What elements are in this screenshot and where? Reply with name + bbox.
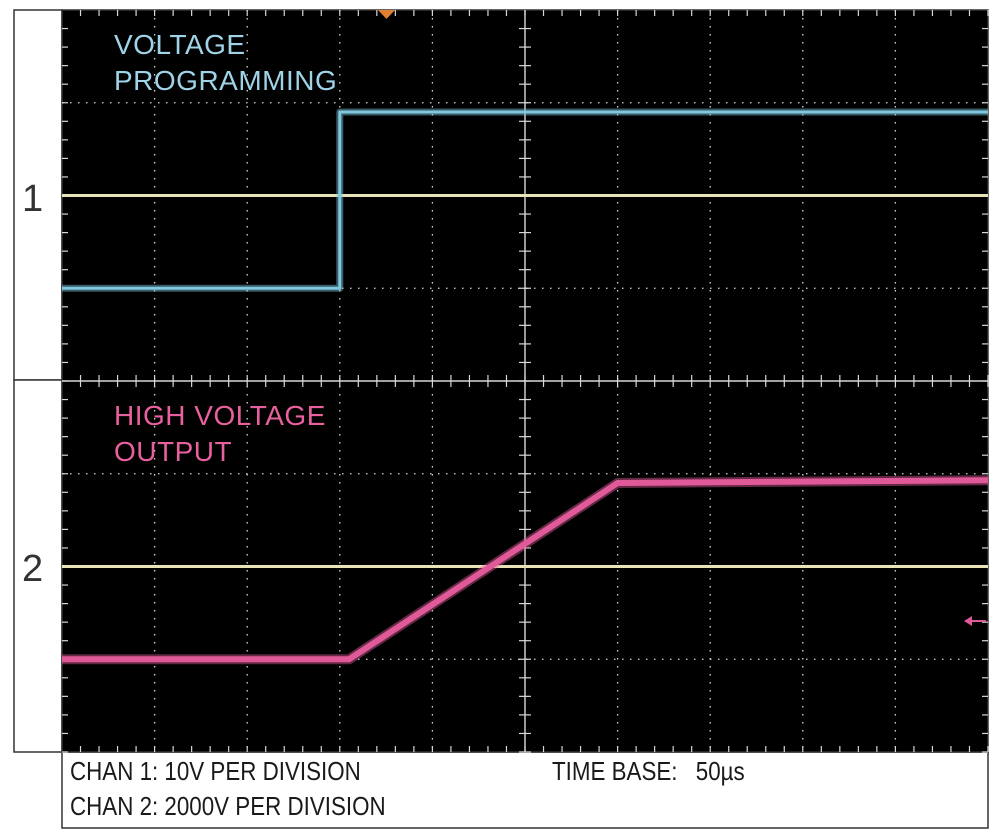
timebase-label: TIME BASE:: [552, 756, 678, 786]
chan1-scale-text: CHAN 1: 10V PER DIVISION: [70, 756, 361, 786]
channel-1-trace: [62, 110, 988, 290]
channel-2-title: HIGH VOLTAGE OUTPUT: [114, 398, 326, 470]
channel-2-trace: [62, 477, 989, 663]
chan2-scale-text: CHAN 2: 2000V PER DIVISION: [70, 791, 386, 821]
channel-2-title-line1: HIGH VOLTAGE: [114, 400, 326, 431]
channel-1-title-line2: PROGRAMMING: [114, 65, 338, 96]
channel-2-title-line2: OUTPUT: [114, 436, 233, 467]
trigger-marker-icon: [378, 10, 395, 19]
timebase-value: 50µs: [695, 756, 745, 786]
channel-1-title: VOLTAGE PROGRAMMING: [114, 27, 337, 99]
timebase-text: TIME BASE: 50µs: [552, 756, 745, 787]
channel-1-index: 1: [22, 178, 44, 220]
channel-2-index: 2: [22, 548, 44, 590]
channel-2-offset-arrow-head: [964, 616, 972, 626]
channel-1-title-line1: VOLTAGE: [114, 29, 246, 60]
